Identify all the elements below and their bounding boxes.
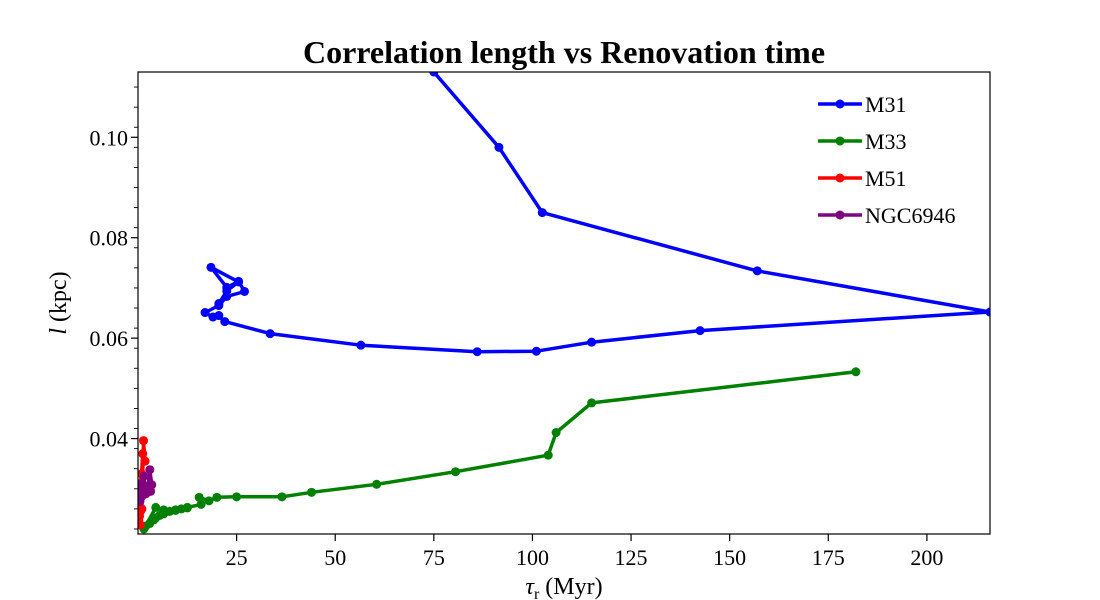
data-point-m33 bbox=[170, 505, 180, 515]
x-axis-label-symbol: τ bbox=[525, 574, 535, 600]
data-point-m31 bbox=[234, 277, 244, 287]
legend-label-m33: M33 bbox=[865, 129, 907, 154]
x-tick-label: 150 bbox=[713, 545, 746, 570]
x-axis-ticks: 25 50 75 100 125 150 175 200 bbox=[226, 534, 943, 570]
x-tick-label: 25 bbox=[226, 545, 248, 570]
x-axis-label-subscript: r bbox=[534, 586, 540, 600]
series-m31 bbox=[200, 72, 990, 357]
x-tick-label: 200 bbox=[910, 545, 943, 570]
data-point-m33 bbox=[451, 467, 461, 477]
x-tick-label: 100 bbox=[516, 545, 549, 570]
legend-label-ngc6946: NGC6946 bbox=[865, 203, 955, 228]
data-point-m33 bbox=[543, 450, 553, 460]
data-point-m31 bbox=[214, 299, 224, 309]
data-point-m31 bbox=[472, 347, 482, 357]
data-point-m31 bbox=[985, 307, 990, 317]
legend-marker-m33 bbox=[835, 136, 845, 146]
data-point-m51 bbox=[138, 449, 148, 459]
x-tick-label: 50 bbox=[324, 545, 346, 570]
series-layer bbox=[138, 72, 990, 534]
data-point-m31 bbox=[222, 286, 232, 296]
data-point-m33 bbox=[307, 487, 317, 497]
data-point-m51 bbox=[138, 515, 144, 525]
data-point-m33 bbox=[151, 502, 161, 512]
data-point-m31 bbox=[240, 286, 249, 296]
data-point-m31 bbox=[200, 308, 210, 318]
data-point-m31 bbox=[587, 337, 597, 347]
x-axis-label-unit: (Myr) bbox=[539, 574, 602, 600]
data-point-ngc6946 bbox=[139, 471, 149, 481]
data-point-m31 bbox=[220, 317, 230, 327]
x-tick-label: 75 bbox=[423, 545, 445, 570]
y-tick-label: 0.10 bbox=[90, 125, 129, 150]
data-point-m33 bbox=[196, 499, 206, 509]
data-point-m31 bbox=[429, 72, 439, 77]
chart-title: Correlation length vs Renovation time bbox=[303, 34, 825, 70]
data-point-m31 bbox=[695, 326, 705, 336]
series-m33 bbox=[139, 367, 861, 534]
x-tick-label: 125 bbox=[615, 545, 648, 570]
legend: M31 M33 M51 NGC6946 bbox=[818, 92, 955, 228]
data-point-m33 bbox=[182, 503, 192, 513]
data-point-m33 bbox=[372, 479, 382, 489]
data-point-ngc6946 bbox=[145, 465, 155, 475]
legend-item-ngc6946: NGC6946 bbox=[818, 203, 955, 228]
data-point-m33 bbox=[277, 492, 287, 502]
data-point-m33 bbox=[587, 398, 597, 408]
y-axis-label-unit: (kpc) bbox=[46, 271, 72, 328]
series-ngc6946 bbox=[138, 465, 157, 506]
plot-frame bbox=[137, 71, 991, 535]
legend-item-m33: M33 bbox=[818, 129, 907, 154]
data-point-m31 bbox=[537, 208, 547, 218]
y-tick-label: 0.06 bbox=[90, 326, 129, 351]
data-point-m33 bbox=[159, 505, 169, 515]
data-point-m33 bbox=[204, 496, 214, 506]
data-point-m33 bbox=[194, 492, 204, 502]
data-point-m31 bbox=[356, 340, 366, 350]
y-axis-label: l (kpc) bbox=[46, 271, 72, 334]
legend-marker-m51 bbox=[835, 173, 845, 183]
y-axis-ticks: 0.04 0.06 0.08 0.10 bbox=[90, 86, 138, 530]
y-tick-label: 0.08 bbox=[90, 226, 129, 251]
data-point-m51 bbox=[139, 436, 149, 446]
data-point-m31 bbox=[752, 266, 762, 276]
data-point-m31 bbox=[208, 312, 218, 322]
y-axis-label-symbol: l bbox=[46, 328, 72, 335]
series-line-m33 bbox=[142, 370, 857, 531]
data-point-m33 bbox=[212, 492, 222, 502]
legend-item-m31: M31 bbox=[818, 92, 907, 117]
legend-marker-m31 bbox=[835, 99, 845, 109]
data-point-m33 bbox=[851, 367, 861, 377]
legend-label-m31: M31 bbox=[865, 92, 907, 117]
data-point-m33 bbox=[551, 428, 561, 438]
legend-marker-ngc6946 bbox=[835, 210, 845, 220]
legend-item-m51: M51 bbox=[818, 166, 907, 191]
data-point-m31 bbox=[206, 262, 216, 272]
y-tick-label: 0.04 bbox=[90, 427, 129, 452]
legend-label-m51: M51 bbox=[865, 166, 907, 191]
data-point-m31 bbox=[494, 142, 504, 152]
data-point-m51 bbox=[140, 456, 150, 466]
x-axis-label: τr (Myr) bbox=[525, 574, 602, 600]
x-tick-label: 175 bbox=[812, 545, 845, 570]
data-point-m31 bbox=[265, 329, 275, 339]
data-point-m33 bbox=[232, 492, 242, 502]
data-point-m31 bbox=[531, 346, 541, 356]
data-point-ngc6946 bbox=[138, 496, 145, 506]
